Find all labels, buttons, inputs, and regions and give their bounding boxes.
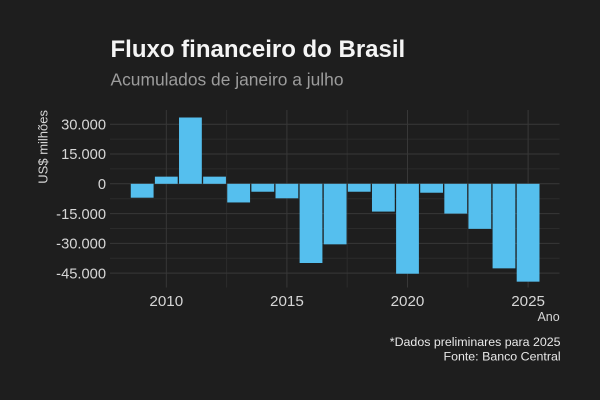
- svg-text:*Dados preliminares para 2025: *Dados preliminares para 2025: [390, 335, 561, 349]
- svg-text:2025: 2025: [511, 293, 545, 310]
- svg-text:US$ milhões: US$ milhões: [36, 110, 51, 184]
- svg-text:-15.000: -15.000: [56, 207, 106, 223]
- svg-text:2020: 2020: [391, 293, 425, 310]
- svg-text:Fonte: Banco Central: Fonte: Banco Central: [444, 349, 561, 363]
- svg-text:Fluxo financeiro do Brasil: Fluxo financeiro do Brasil: [111, 36, 406, 63]
- svg-text:-30.000: -30.000: [56, 237, 106, 253]
- svg-text:-45.000: -45.000: [56, 266, 106, 282]
- svg-text:0: 0: [98, 177, 106, 193]
- svg-text:2010: 2010: [149, 293, 183, 310]
- svg-text:2015: 2015: [270, 293, 304, 310]
- svg-text:15.000: 15.000: [61, 147, 106, 163]
- svg-text:Acumulados de janeiro a julho: Acumulados de janeiro a julho: [111, 69, 344, 89]
- svg-text:Ano: Ano: [537, 310, 559, 324]
- svg-text:30.000: 30.000: [61, 117, 106, 133]
